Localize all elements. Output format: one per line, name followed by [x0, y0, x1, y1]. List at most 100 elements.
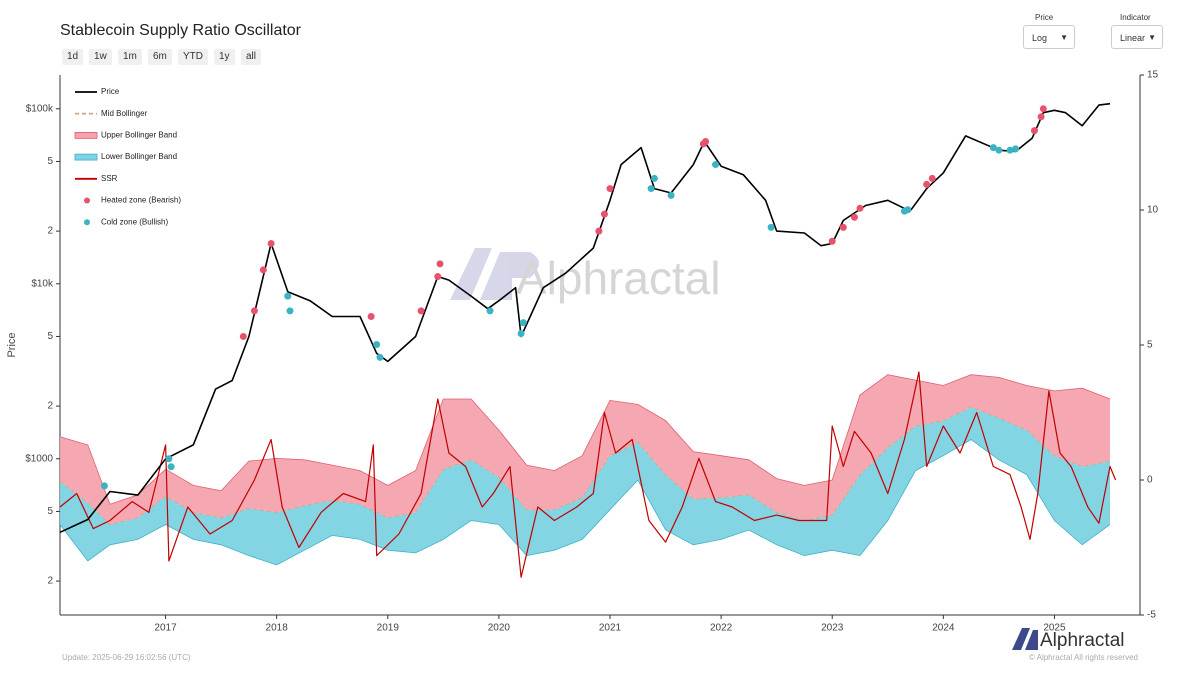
zone-point [828, 237, 836, 245]
range-button[interactable]: 1d [62, 49, 84, 65]
y-tick-label: $1000 [25, 453, 53, 464]
zone-point [647, 185, 655, 193]
watermark: Alphractal [450, 248, 721, 304]
zone-point [1006, 146, 1014, 154]
legend-label: Lower Bollinger Band [101, 152, 177, 161]
zone-point [436, 260, 444, 268]
x-tick-label: 2024 [932, 623, 955, 634]
update-time: Update: 2025-06-29 16:02:56 (UTC) [62, 653, 191, 662]
zone-point [486, 307, 494, 315]
zone-point [239, 332, 247, 340]
footer-logo: Alphractal [1012, 628, 1125, 651]
range-button[interactable]: 1w [89, 49, 112, 65]
y-tick-label: 2 [47, 576, 53, 587]
price-scale-select[interactable]: Log [1023, 25, 1075, 50]
zone-point [259, 266, 267, 274]
zone-point [250, 307, 258, 315]
band-fill [60, 407, 1110, 565]
indicator-scale-label: Indicator [1120, 13, 1151, 22]
zone-point [856, 204, 864, 212]
y2-tick-label: 0 [1147, 475, 1153, 486]
series-line [59, 371, 1117, 578]
range-button[interactable]: 1y [214, 49, 235, 65]
y-tick-label: 5 [47, 506, 53, 517]
y-tick-label: 2 [47, 226, 53, 237]
band-fill [60, 374, 1110, 525]
zone-point [100, 482, 108, 490]
plot-area [59, 102, 1117, 578]
x-tick-label: 2023 [821, 623, 844, 634]
zone-point [904, 206, 912, 214]
zone-point [923, 180, 931, 188]
copyright: © Alphractal All rights reserved [1029, 653, 1138, 662]
band-edge [59, 439, 1111, 566]
range-button[interactable]: all [241, 49, 262, 65]
zone-point [839, 223, 847, 231]
y-tick-label: $100k [26, 103, 54, 114]
price-scale-label: Price [1035, 13, 1054, 22]
x-tick-label: 2025 [1043, 623, 1066, 634]
y2-tick-label: 15 [1147, 70, 1159, 81]
legend-label: Price [101, 87, 120, 96]
legend-swatch [84, 197, 90, 204]
y2-tick-label: 10 [1147, 205, 1159, 216]
band-edge [59, 374, 1111, 505]
x-tick-label: 2022 [710, 623, 733, 634]
zone-point [667, 191, 675, 199]
x-tick-label: 2017 [154, 623, 177, 634]
indicator-scale-select[interactable]: Linear [1111, 25, 1163, 50]
range-button[interactable]: YTD [178, 49, 208, 65]
zone-point [284, 292, 292, 300]
zone-point [376, 353, 384, 361]
x-tick-label: 2019 [377, 623, 400, 634]
y-tick-label: 5 [47, 156, 53, 167]
x-tick-label: 2020 [488, 623, 511, 634]
y-tick-label: $10k [31, 278, 54, 289]
zone-point [595, 227, 603, 235]
y2-tick-label: 5 [1147, 340, 1153, 351]
legend-swatch [74, 153, 98, 161]
zone-point [767, 223, 775, 231]
legend-label: SSR [101, 174, 118, 183]
zone-point [702, 138, 710, 146]
series-line [59, 102, 1111, 534]
range-button[interactable]: 6m [148, 49, 172, 65]
zone-point [650, 174, 658, 182]
zone-point [712, 161, 720, 169]
zone-point [1012, 145, 1020, 153]
legend: Price Mid Bollinger Upper Bollinger Band Lo… [74, 87, 181, 226]
legend-swatch [74, 131, 98, 139]
zone-point [606, 185, 614, 193]
zone-point [286, 307, 294, 315]
y2-tick-label: -5 [1147, 610, 1156, 621]
y-axis-label: Price [6, 332, 18, 357]
zone-point [995, 146, 1003, 154]
zone-point [850, 213, 858, 221]
y-tick-label: 5 [47, 331, 53, 342]
zone-point [417, 307, 425, 315]
logo-text: Alphractal [1040, 630, 1125, 651]
x-tick-label: 2021 [599, 623, 622, 634]
legend-swatch [84, 219, 90, 226]
watermark-text: Alphractal [516, 252, 721, 304]
range-button[interactable]: 1m [118, 49, 142, 65]
legend-label: Upper Bollinger Band [101, 131, 177, 140]
zone-point [519, 319, 527, 327]
zone-point [267, 239, 275, 247]
zone-point [367, 313, 375, 321]
zone-point [1030, 127, 1038, 135]
logo-icon [1012, 628, 1038, 650]
zone-point [165, 455, 173, 463]
zone-point [373, 340, 381, 348]
y-tick-label: 2 [47, 401, 53, 412]
legend-label: Heated zone (Bearish) [101, 196, 181, 205]
zone-point [434, 273, 442, 281]
zone-point [928, 174, 936, 182]
zone-point [167, 463, 175, 471]
legend-label: Cold zone (Bullish) [101, 217, 168, 226]
zone-point [989, 144, 997, 152]
watermark-logo [450, 248, 539, 300]
x-tick-label: 2018 [266, 623, 289, 634]
zone-point [1039, 105, 1047, 113]
